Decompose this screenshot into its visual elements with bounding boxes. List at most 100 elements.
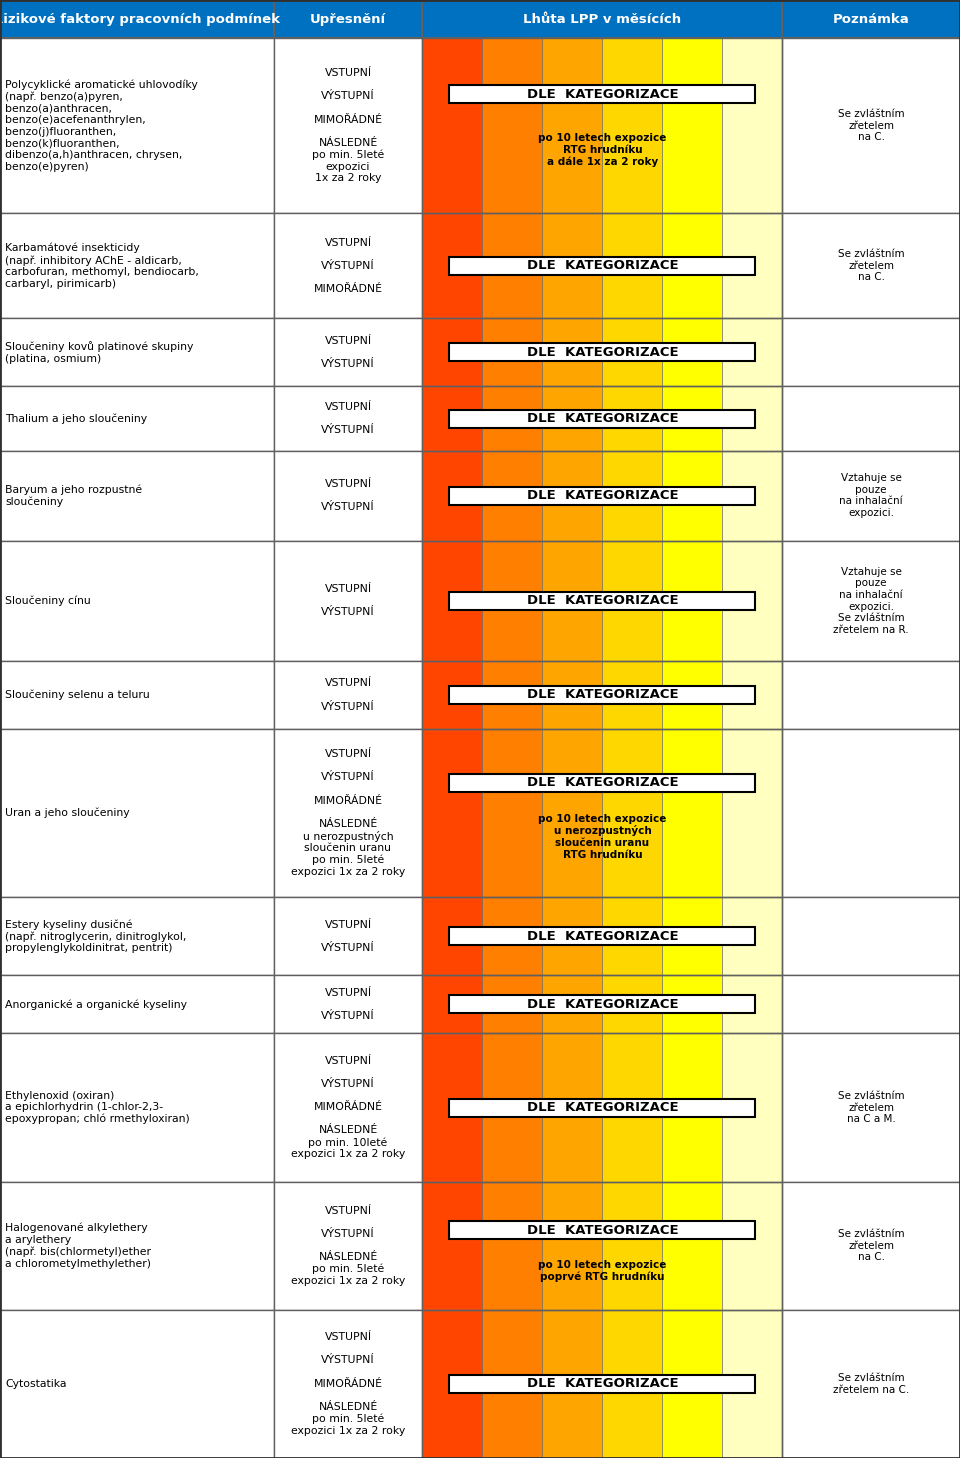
Text: VSTUPNÍ

VÝSTUPNÍ

MIMOŘÁDNÉ

NÁSLEDNÉ
po min. 5leté
expozici 1x za 2 roky: VSTUPNÍ VÝSTUPNÍ MIMOŘÁDNÉ NÁSLEDNÉ po m… (291, 1333, 405, 1436)
Text: VSTUPNÍ

VÝSTUPNÍ: VSTUPNÍ VÝSTUPNÍ (322, 480, 374, 512)
Bar (0, 386, 274, 451)
Text: DLE  KATEGORIZACE: DLE KATEGORIZACE (527, 688, 678, 701)
Text: Se zvláštním
zřetelem
na C.: Se zvláštním zřetelem na C. (838, 249, 904, 283)
Bar (603, 975, 662, 1034)
Bar (782, 318, 960, 386)
Text: Anorganické a organické kyseliny: Anorganické a organické kyseliny (5, 999, 187, 1009)
Bar (274, 729, 422, 897)
Bar (662, 1309, 722, 1458)
Bar (274, 386, 422, 451)
Bar (274, 541, 422, 660)
Text: DLE  KATEGORIZACE: DLE KATEGORIZACE (527, 1223, 678, 1236)
Text: Sloučeniny cínu: Sloučeniny cínu (5, 595, 91, 607)
Bar (0, 897, 274, 975)
Bar (482, 1181, 542, 1309)
Bar (0, 541, 274, 660)
Bar (449, 774, 756, 792)
Bar (422, 1309, 782, 1458)
Text: Halogenované alkylethery
a arylethery
(např. bis(chlormetyl)ether
a chlorometylm: Halogenované alkylethery a arylethery (n… (5, 1223, 151, 1268)
Bar (782, 541, 960, 660)
Bar (274, 975, 422, 1034)
Text: DLE  KATEGORIZACE: DLE KATEGORIZACE (527, 413, 678, 426)
Text: DLE  KATEGORIZACE: DLE KATEGORIZACE (527, 1101, 678, 1114)
Bar (482, 318, 542, 386)
Bar (274, 0, 422, 38)
Bar (662, 38, 722, 213)
Bar (0, 0, 274, 38)
Bar (422, 660, 482, 729)
Bar (422, 318, 482, 386)
Text: Se zvláštním
zřetelem
na C.: Se zvláštním zřetelem na C. (838, 1229, 904, 1263)
Bar (422, 451, 782, 541)
Text: Vztahuje se
pouze
na inhalační
expozici.: Vztahuje se pouze na inhalační expozici. (839, 474, 903, 518)
Bar (482, 975, 542, 1034)
Text: VSTUPNÍ

VÝSTUPNÍ

NÁSLEDNÉ
po min. 5leté
expozici 1x za 2 roky: VSTUPNÍ VÝSTUPNÍ NÁSLEDNÉ po min. 5leté … (291, 1206, 405, 1286)
Bar (722, 1034, 782, 1181)
Bar (722, 318, 782, 386)
Bar (449, 685, 756, 704)
Bar (449, 996, 756, 1013)
Bar (782, 1309, 960, 1458)
Bar (422, 386, 782, 451)
Text: Estery kyseliny dusičné
(např. nitroglycerin, dinitroglykol,
propylenglykoldinit: Estery kyseliny dusičné (např. nitroglyc… (5, 919, 186, 954)
Bar (0, 975, 274, 1034)
Bar (422, 1309, 482, 1458)
Text: Vztahuje se
pouze
na inhalační
expozici.
Se zvláštním
zřetelem na R.: Vztahuje se pouze na inhalační expozici.… (833, 567, 909, 634)
Bar (722, 897, 782, 975)
Bar (422, 318, 782, 386)
Text: DLE  KATEGORIZACE: DLE KATEGORIZACE (527, 346, 678, 359)
Bar (603, 38, 662, 213)
Bar (422, 1181, 782, 1309)
Bar (603, 660, 662, 729)
Bar (422, 38, 482, 213)
Text: DLE  KATEGORIZACE: DLE KATEGORIZACE (527, 1378, 678, 1391)
Bar (422, 1181, 482, 1309)
Bar (482, 213, 542, 318)
Text: VSTUPNÍ

VÝSTUPNÍ: VSTUPNÍ VÝSTUPNÍ (322, 585, 374, 617)
Text: Uran a jeho sloučeniny: Uran a jeho sloučeniny (5, 808, 130, 818)
Bar (782, 975, 960, 1034)
Bar (542, 541, 603, 660)
Bar (449, 592, 756, 609)
Bar (449, 410, 756, 427)
Bar (422, 1034, 782, 1181)
Bar (482, 660, 542, 729)
Bar (482, 729, 542, 897)
Text: VSTUPNÍ

VÝSTUPNÍ: VSTUPNÍ VÝSTUPNÍ (322, 920, 374, 954)
Bar (482, 1034, 542, 1181)
Bar (722, 541, 782, 660)
Bar (482, 386, 542, 451)
Bar (0, 38, 274, 213)
Bar (782, 729, 960, 897)
Bar (782, 0, 960, 38)
Bar (603, 1309, 662, 1458)
Bar (274, 213, 422, 318)
Text: po 10 letech expozice
poprvé RTG hrudníku: po 10 letech expozice poprvé RTG hrudník… (539, 1260, 666, 1283)
Bar (662, 660, 722, 729)
Bar (422, 38, 782, 213)
Bar (422, 975, 782, 1034)
Bar (449, 257, 756, 274)
Text: Rizikové faktory pracovních podmínek: Rizikové faktory pracovních podmínek (0, 13, 280, 25)
Text: Upřesnění: Upřesnění (310, 13, 386, 25)
Text: DLE  KATEGORIZACE: DLE KATEGORIZACE (527, 930, 678, 943)
Bar (274, 1034, 422, 1181)
Bar (662, 897, 722, 975)
Text: po 10 letech expozice
u nerozpustných
sloučenin uranu
RTG hrudníku: po 10 letech expozice u nerozpustných sl… (539, 814, 666, 860)
Text: Poznámka: Poznámka (833, 13, 909, 25)
Text: Se zvláštním
zřetelem na C.: Se zvláštním zřetelem na C. (833, 1373, 909, 1395)
Bar (542, 660, 603, 729)
Bar (274, 897, 422, 975)
Bar (782, 451, 960, 541)
Bar (0, 1309, 274, 1458)
Text: Se zvláštním
zřetelem
na C.: Se zvláštním zřetelem na C. (838, 109, 904, 143)
Bar (722, 213, 782, 318)
Bar (542, 975, 603, 1034)
Bar (482, 38, 542, 213)
Bar (0, 1034, 274, 1181)
Text: VSTUPNÍ

VÝSTUPNÍ: VSTUPNÍ VÝSTUPNÍ (322, 987, 374, 1021)
Bar (542, 1181, 603, 1309)
Bar (603, 386, 662, 451)
Bar (603, 1034, 662, 1181)
Text: Baryum a jeho rozpustné
sloučeniny: Baryum a jeho rozpustné sloučeniny (5, 484, 142, 507)
